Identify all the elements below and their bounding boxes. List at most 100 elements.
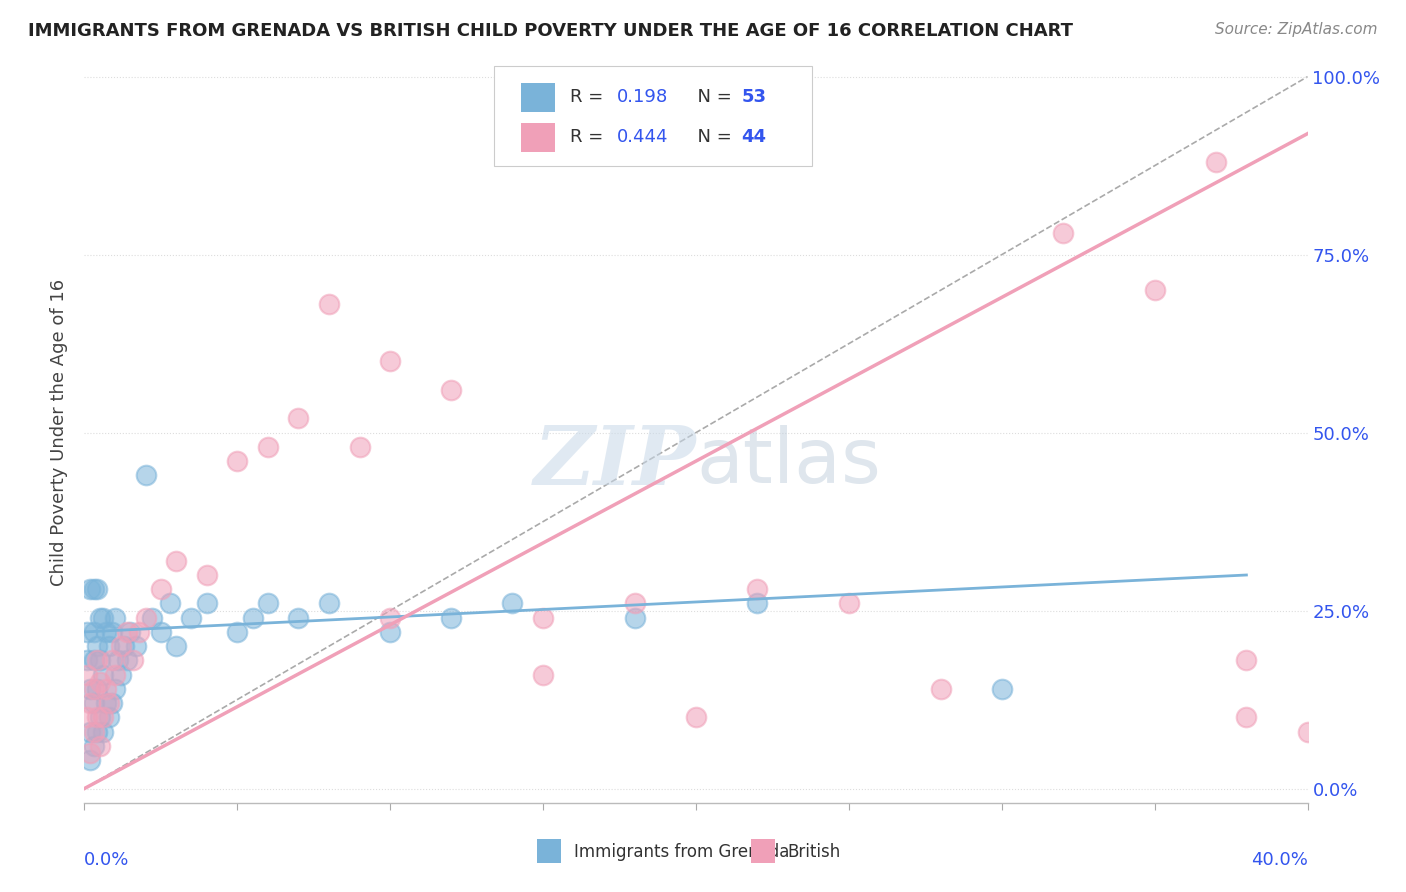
Point (180, 611, 202, 625)
Point (349, 440, 371, 454)
Text: Immigrants from Grenada: Immigrants from Grenada (574, 844, 789, 862)
Point (287, 611, 309, 625)
Point (1205, 155, 1227, 169)
Point (94, 624, 117, 639)
Point (86, 724, 108, 739)
Point (257, 440, 280, 454)
Point (86, 653, 108, 667)
Point (1296, 724, 1319, 739)
Text: 0.198: 0.198 (616, 88, 668, 106)
Point (747, 582, 769, 597)
Point (159, 597, 181, 611)
Point (97, 639, 120, 653)
Point (149, 624, 172, 639)
FancyBboxPatch shape (522, 122, 555, 153)
Point (91, 611, 114, 625)
Point (226, 454, 249, 468)
Point (79, 753, 101, 767)
FancyBboxPatch shape (751, 839, 776, 863)
Text: 53: 53 (741, 88, 766, 106)
Point (76, 667, 98, 681)
Point (89, 710, 111, 724)
Text: N =: N = (686, 88, 738, 106)
Point (94, 681, 117, 696)
Point (91, 710, 114, 724)
Point (838, 597, 860, 611)
Point (79, 681, 101, 696)
Point (83, 624, 105, 639)
Point (83, 582, 105, 597)
Point (380, 611, 402, 625)
Point (83, 653, 105, 667)
Text: IMMIGRANTS FROM GRENADA VS BRITISH CHILD POVERTY UNDER THE AGE OF 16 CORRELATION: IMMIGRANTS FROM GRENADA VS BRITISH CHILD… (28, 22, 1073, 40)
Point (135, 468, 157, 483)
Point (380, 354, 402, 368)
Point (991, 681, 1014, 696)
Point (91, 667, 114, 681)
Point (86, 639, 108, 653)
Point (101, 653, 124, 667)
Point (257, 597, 280, 611)
Point (1236, 710, 1258, 724)
Point (318, 597, 340, 611)
Point (624, 597, 647, 611)
Point (531, 667, 554, 681)
Point (76, 653, 98, 667)
Point (104, 611, 127, 625)
Text: Source: ZipAtlas.com: Source: ZipAtlas.com (1215, 22, 1378, 37)
Point (380, 624, 402, 639)
Point (318, 297, 340, 311)
Point (97, 710, 120, 724)
Point (107, 653, 129, 667)
Point (747, 597, 769, 611)
FancyBboxPatch shape (537, 839, 561, 863)
Point (128, 624, 150, 639)
Point (79, 582, 101, 597)
Point (624, 611, 647, 625)
Point (195, 597, 218, 611)
Point (440, 383, 463, 397)
Point (104, 681, 127, 696)
Point (89, 674, 111, 689)
Point (685, 710, 707, 724)
Y-axis label: Child Poverty Under the Age of 16: Child Poverty Under the Age of 16 (49, 279, 67, 586)
Point (1052, 227, 1074, 241)
Point (531, 611, 554, 625)
Point (242, 611, 264, 625)
Text: atlas: atlas (696, 425, 880, 500)
Point (165, 554, 187, 568)
Point (86, 582, 108, 597)
Point (86, 681, 108, 696)
Point (101, 696, 124, 710)
Text: R =: R = (569, 88, 609, 106)
Point (86, 710, 108, 724)
Point (83, 724, 105, 739)
Point (89, 611, 111, 625)
Point (226, 624, 249, 639)
Point (89, 653, 111, 667)
Point (929, 681, 952, 696)
Point (91, 724, 114, 739)
Point (101, 624, 124, 639)
Point (79, 696, 101, 710)
Text: 44: 44 (741, 128, 766, 146)
Text: 40.0%: 40.0% (1251, 851, 1308, 869)
Point (97, 696, 120, 710)
Point (165, 639, 187, 653)
Point (83, 681, 105, 696)
Point (83, 696, 105, 710)
Point (79, 746, 101, 760)
FancyBboxPatch shape (522, 83, 555, 112)
Point (83, 739, 105, 753)
Text: ZIP: ZIP (533, 422, 696, 502)
Point (76, 710, 98, 724)
Point (125, 639, 148, 653)
FancyBboxPatch shape (494, 66, 813, 166)
Text: 0.444: 0.444 (616, 128, 668, 146)
Text: British: British (787, 844, 841, 862)
Point (79, 724, 101, 739)
Point (89, 739, 111, 753)
Text: 0.0%: 0.0% (84, 851, 129, 869)
Point (502, 597, 524, 611)
Point (287, 411, 309, 425)
